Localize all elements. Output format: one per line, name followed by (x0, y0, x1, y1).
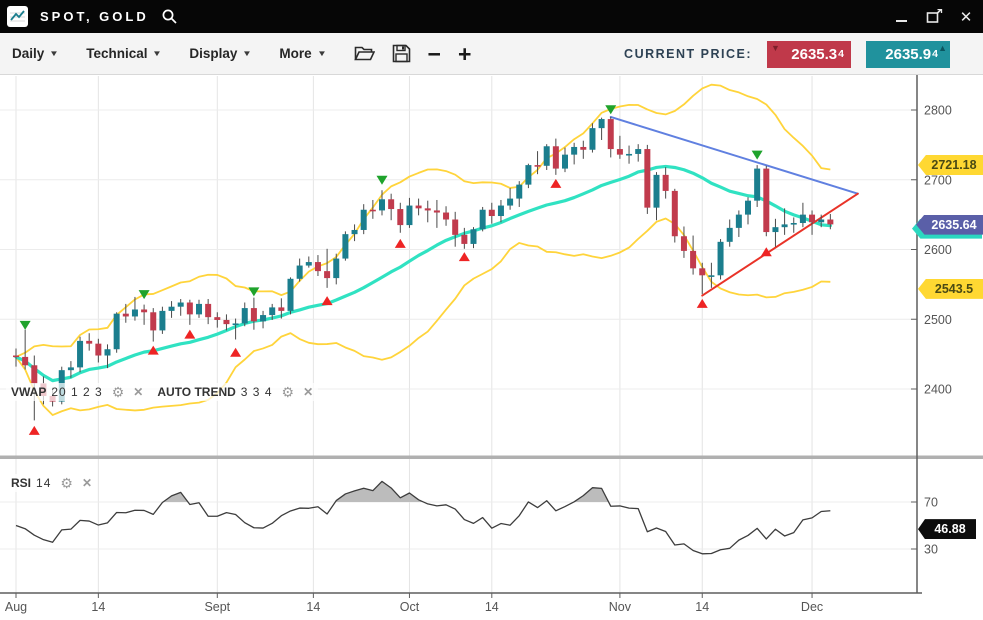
vwap-params: 20 1 2 3 (51, 385, 103, 399)
arrow-up-icon: ▲ (938, 42, 947, 53)
vwap-line (14, 164, 832, 383)
axes (0, 75, 922, 598)
svg-text:2700: 2700 (924, 173, 952, 187)
svg-text:14: 14 (306, 600, 320, 614)
zoom-out-button[interactable]: − (427, 40, 441, 67)
lower-band-value: 2543.5 (934, 281, 974, 296)
svg-text:Aug: Aug (5, 600, 27, 614)
arrow-down-icon: ▼ (771, 42, 780, 53)
trade-signals (19, 105, 772, 435)
chevron-down-icon: ▼ (152, 49, 163, 58)
gear-icon[interactable]: ⚙ (111, 384, 125, 400)
axis-labels: Aug 14 Sept 14 Oct 14 Nov 14 Dec 2800 2700 2600 2500… (5, 104, 952, 615)
chevron-down-icon: ▼ (49, 49, 60, 58)
upper-band-badge: 2721.18 (918, 154, 983, 175)
autotrend-label: AUTO TREND (157, 385, 236, 399)
svg-text:2800: 2800 (924, 104, 952, 118)
close-icon[interactable]: ✕ (81, 476, 92, 490)
ask-price-pip: 4 (932, 48, 938, 60)
popout-button[interactable] (925, 8, 943, 26)
menu-more-label: More (279, 46, 312, 61)
gear-icon[interactable]: ⚙ (60, 475, 73, 491)
svg-text:30: 30 (924, 543, 938, 557)
upper-band-value: 2721.18 (931, 157, 977, 172)
toolbar: Daily ▼ Technical ▼ Display ▼ More ▼ − +… (0, 33, 983, 75)
menu-technical-label: Technical (86, 46, 148, 61)
save-icon[interactable] (392, 44, 411, 63)
gear-icon[interactable]: ⚙ (281, 384, 295, 400)
search-icon[interactable] (161, 8, 178, 25)
rsi-indicator-label: RSI 14 ⚙ ✕ (6, 474, 97, 492)
rsi-label: RSI (11, 476, 32, 490)
auto-trend-lines (609, 115, 859, 297)
lower-band-badge: 2543.5 (918, 278, 983, 299)
bid-price-pip: 4 (838, 48, 844, 60)
svg-text:Oct: Oct (400, 600, 420, 614)
menu-display-label: Display (189, 46, 238, 61)
svg-text:2500: 2500 (924, 313, 952, 327)
minimize-button[interactable] (893, 8, 911, 26)
chevron-down-icon: ▼ (316, 49, 327, 58)
current-price-section: CURRENT PRICE: ▼ 2635.3 4 2635.9 4 ▲ (624, 33, 950, 75)
close-button[interactable]: ✕ (959, 8, 973, 26)
rsi-value-badge: 46.88 (918, 519, 976, 540)
chevron-down-icon: ▼ (242, 49, 253, 58)
logo-chart-glyph (10, 10, 25, 22)
rsi-value: 46.88 (934, 522, 966, 537)
bid-price-badge: ▼ 2635.3 4 (767, 40, 851, 68)
svg-text:Sept: Sept (204, 600, 230, 614)
svg-text:14: 14 (91, 600, 105, 614)
title-bar: SPOT, GOLD ✕ (0, 0, 983, 33)
menu-daily[interactable]: Daily ▼ (12, 46, 60, 61)
overlay-indicator-labels: VWAP 20 1 2 3 ⚙ ✕ AUTO TREND 3 3 4 ⚙ ✕ (6, 383, 319, 401)
svg-text:14: 14 (695, 600, 709, 614)
zoom-in-button[interactable]: + (457, 40, 472, 67)
rsi-params: 14 (36, 476, 52, 490)
grid-lines (0, 76, 917, 593)
autotrend-params: 3 3 4 (240, 385, 273, 399)
chart-area: Aug 14 Sept 14 Oct 14 Nov 14 Dec 2800 2700 2600 2500… (0, 75, 983, 620)
ask-price-value: 2635.9 (885, 45, 932, 63)
bid-price-value: 2635.3 (791, 45, 838, 63)
current-price-label: CURRENT PRICE: (624, 47, 752, 61)
chart-canvas[interactable]: Aug 14 Sept 14 Oct 14 Nov 14 Dec 2800 2700 2600 2500… (0, 75, 983, 620)
close-icon[interactable]: ✕ (303, 385, 314, 399)
menu-technical[interactable]: Technical ▼ (86, 46, 163, 61)
svg-text:Nov: Nov (609, 600, 632, 614)
panel-divider (0, 455, 983, 459)
ask-price-badge: 2635.9 4 ▲ (866, 40, 950, 68)
app-logo-icon (7, 6, 28, 27)
svg-text:Dec: Dec (801, 600, 823, 614)
svg-text:14: 14 (485, 600, 499, 614)
window-controls: ✕ (893, 0, 975, 33)
svg-text:70: 70 (924, 496, 938, 510)
open-folder-icon[interactable] (353, 45, 375, 62)
menu-daily-label: Daily (12, 46, 45, 61)
last-price-value: 2635.64 (931, 217, 977, 232)
vwap-label: VWAP (11, 385, 47, 399)
rsi-plot (15, 480, 831, 555)
svg-text:2600: 2600 (924, 243, 952, 257)
svg-text:2400: 2400 (924, 383, 952, 397)
window-title: SPOT, GOLD (40, 9, 149, 24)
candles (13, 116, 834, 421)
close-icon[interactable]: ✕ (133, 385, 144, 399)
last-price-badge: 2635.64 (916, 214, 983, 235)
menu-display[interactable]: Display ▼ (189, 46, 253, 61)
menu-more[interactable]: More ▼ (279, 46, 327, 61)
